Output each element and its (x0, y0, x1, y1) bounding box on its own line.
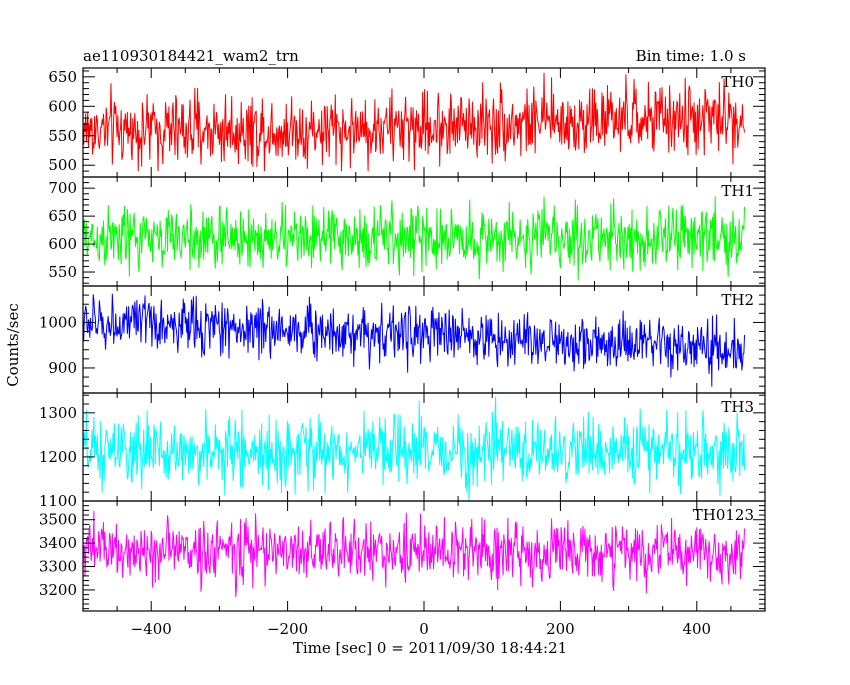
y-axis-label: Counts/sec (4, 303, 22, 387)
panel-label: TH2 (721, 291, 754, 309)
x-tick-label: 0 (419, 620, 429, 638)
series-line-th0123 (82, 510, 746, 598)
y-tick-label: 1300 (39, 404, 77, 422)
x-tick-label: 400 (682, 620, 711, 638)
y-tick-label: 600 (48, 97, 77, 115)
y-tick-label: 700 (48, 179, 77, 197)
panel-th0: TH0 500 550 600 650 (48, 67, 766, 178)
y-tick-label: 1000 (39, 313, 77, 331)
y-tick-label: 3400 (39, 534, 77, 552)
y-tick-label: 900 (48, 359, 77, 377)
series-line-th3 (82, 396, 746, 502)
y-tick-label: 1100 (39, 492, 77, 510)
chart-title: ae110930184421_wam2_trn (83, 47, 299, 65)
x-tick-label: −200 (267, 620, 308, 638)
panel-th1: TH1 550 600 650 700 (48, 176, 766, 287)
y-tick-label: 650 (48, 207, 77, 225)
series-line-th2 (82, 293, 746, 387)
panel-label: TH0123 (693, 506, 754, 524)
panel-th3: TH3 1100 1200 1300 (39, 392, 766, 510)
series-line-th0 (82, 72, 746, 172)
panel-frame (82, 176, 766, 287)
bin-time-label: Bin time: 1.0 s (636, 47, 746, 65)
y-tick-label: 600 (48, 235, 77, 253)
y-tick-label: 550 (48, 263, 77, 281)
panel-label: TH1 (721, 182, 754, 200)
x-axis-label: Time [sec] 0 = 2011/09/30 18:44:21 (293, 639, 567, 657)
panel-label: TH3 (721, 398, 754, 416)
y-tick-label: 1200 (39, 448, 77, 466)
panel-th2: TH2 900 1000 (39, 285, 766, 394)
y-tick-label: 3500 (39, 511, 77, 529)
y-tick-label: 500 (48, 156, 77, 174)
y-tick-label: 3300 (39, 558, 77, 576)
series-line-th1 (82, 196, 746, 281)
x-tick-label: −400 (131, 620, 172, 638)
y-tick-label: 3200 (39, 581, 77, 599)
panel-label: TH0 (721, 73, 754, 91)
y-tick-label: 650 (48, 68, 77, 86)
panels-group: TH0 500 550 600 650 TH1 550 600 650 700 TH2 900 1000… (39, 67, 766, 638)
panel-th0123: TH0123 3200 3300 3400 3500 (39, 500, 766, 612)
x-tick-label: 200 (546, 620, 575, 638)
y-tick-label: 550 (48, 127, 77, 145)
